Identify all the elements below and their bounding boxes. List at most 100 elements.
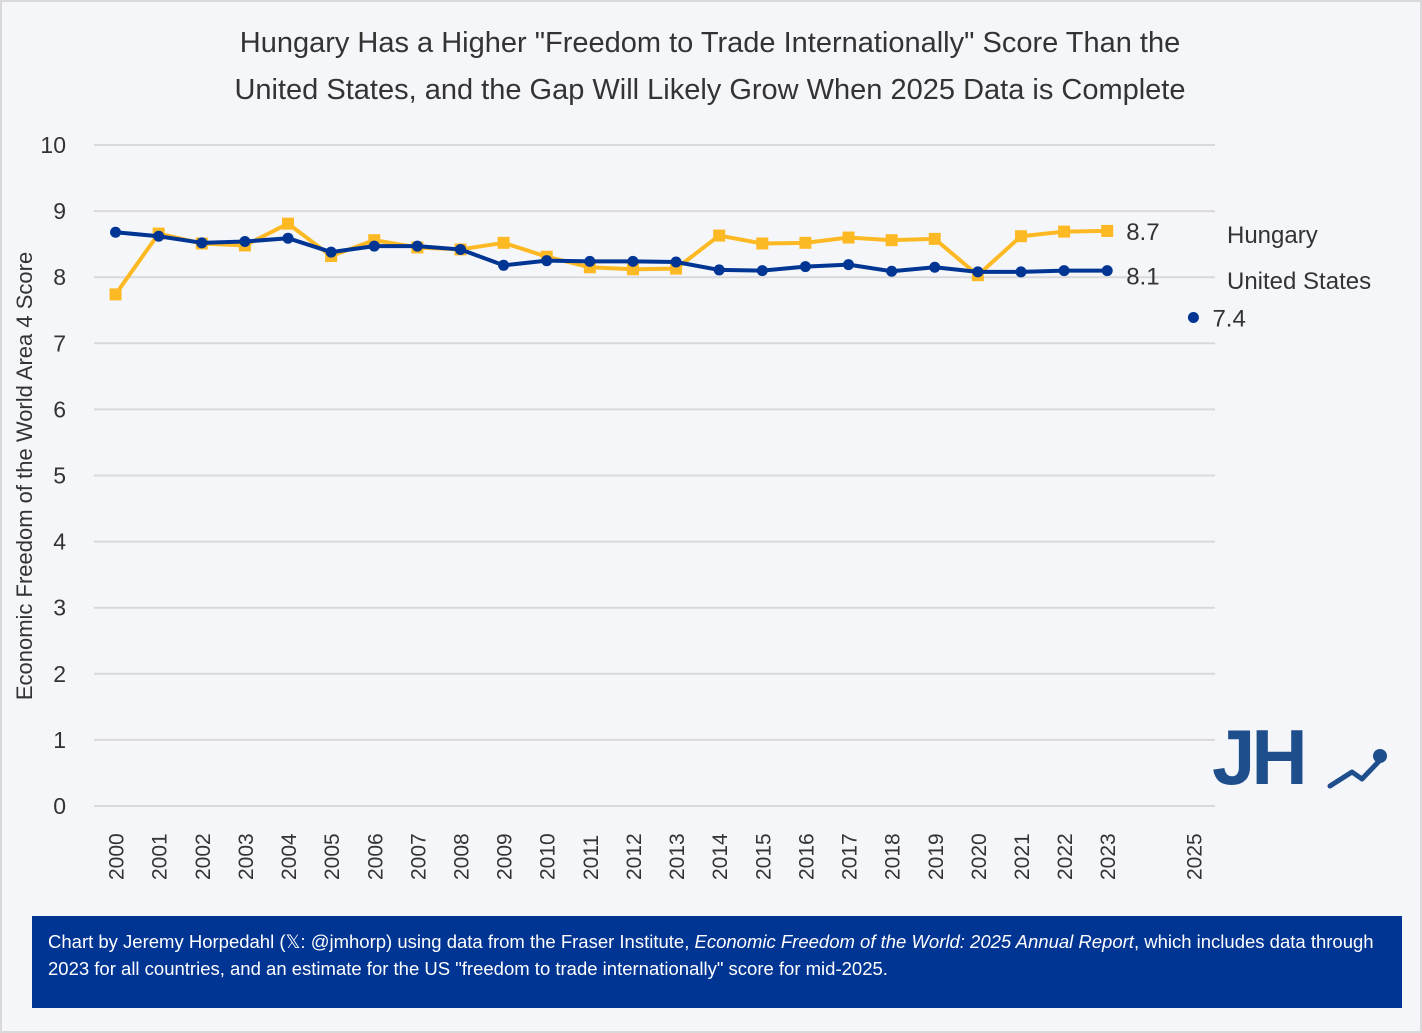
- data-point: [1058, 265, 1070, 277]
- y-axis-label: Economic Freedom of the World Area 4 Sco…: [12, 252, 37, 700]
- data-point: [282, 217, 295, 230]
- data-point: [626, 263, 639, 276]
- x-tick-label: 2006: [364, 833, 387, 880]
- x-tick-label: 2014: [709, 833, 732, 880]
- data-point: [368, 240, 380, 252]
- y-tick-label: 8: [53, 264, 66, 290]
- series-line: [115, 230, 1108, 274]
- x-tick-label: 2010: [537, 833, 560, 880]
- data-labels: 8.7 8.1 7.4: [1126, 219, 1246, 333]
- data-point: [196, 237, 208, 249]
- y-tick-label: 4: [53, 529, 66, 555]
- x-tick-label: 2009: [494, 833, 517, 880]
- y-tick-label: 6: [53, 396, 66, 422]
- source-note-report-title: Economic Freedom of the World: 2025 Annu…: [694, 931, 1134, 952]
- data-point: [1014, 230, 1027, 243]
- data-point: [799, 261, 811, 273]
- data-point: [670, 256, 682, 268]
- x-tick-label: 2007: [407, 833, 430, 880]
- data-point: [497, 236, 510, 249]
- series-line: [113, 221, 1108, 296]
- x-tick-label: 2001: [149, 833, 172, 880]
- data-point: [411, 240, 423, 252]
- y-axis-ticks: 0 1 2 3 4 5 6 7 8 9 10: [40, 132, 66, 819]
- y-tick-label: 0: [53, 793, 66, 819]
- x-tick-label: 2003: [235, 833, 258, 880]
- x-tick-label: 2012: [623, 833, 646, 880]
- data-point: [886, 265, 898, 277]
- y-tick-label: 10: [40, 132, 66, 158]
- series-united-states-2025-estimate: [1187, 312, 1199, 324]
- data-label: 8.1: [1126, 264, 1159, 291]
- y-tick-label: 9: [53, 198, 66, 224]
- x-tick-label: 2000: [106, 833, 129, 880]
- trend-line-icon: [1327, 749, 1387, 789]
- logo: JH: [1212, 713, 1387, 801]
- source-note-text-2: , which includes data through 2023 for a…: [48, 931, 1374, 979]
- data-point: [239, 236, 251, 248]
- x-tick-label: 2025: [1183, 833, 1206, 880]
- data-point: [1015, 266, 1027, 278]
- data-point: [282, 232, 294, 244]
- x-tick-label: 2005: [321, 833, 344, 880]
- y-tick-label: 7: [53, 330, 66, 356]
- data-point: [843, 259, 855, 271]
- legend: Hungary United States: [1227, 222, 1371, 295]
- source-note: Chart by Jeremy Horpedahl (𝕏: @jmhorp) u…: [32, 916, 1402, 1008]
- data-point: [325, 246, 337, 258]
- data-point: [756, 237, 769, 250]
- data-point: [799, 236, 812, 249]
- data-point: [1101, 265, 1113, 277]
- y-tick-label: 5: [53, 463, 66, 489]
- data-point: [110, 226, 122, 238]
- series-group: [109, 217, 1199, 324]
- x-tick-label: 2018: [882, 833, 905, 880]
- data-point: [928, 232, 941, 245]
- y-tick-label: 1: [53, 727, 66, 753]
- chart-title: Hungary Has a Higher "Freedom to Trade I…: [60, 20, 1360, 114]
- data-point: [498, 259, 510, 271]
- x-tick-label: 2015: [752, 833, 775, 880]
- x-tick-label: 2023: [1097, 833, 1120, 880]
- logo-text: JH: [1212, 713, 1304, 801]
- data-point: [972, 266, 984, 278]
- data-point: [842, 231, 855, 244]
- data-point: [929, 261, 941, 273]
- data-label: 7.4: [1212, 306, 1245, 333]
- y-tick-label: 2: [53, 661, 66, 687]
- x-tick-label: 2019: [925, 833, 948, 880]
- legend-hungary: Hungary: [1227, 222, 1318, 249]
- gridlines: [94, 144, 1215, 807]
- x-tick-label: 2008: [450, 833, 473, 880]
- x-tick-label: 2004: [278, 833, 301, 880]
- chart-title-line-1: Hungary Has a Higher "Freedom to Trade I…: [239, 27, 1181, 59]
- x-tick-label: 2016: [795, 833, 818, 880]
- data-point: [713, 229, 726, 242]
- x-tick-label: 2011: [580, 835, 603, 880]
- data-point: [756, 265, 768, 277]
- data-point: [1058, 225, 1071, 238]
- data-point: [627, 255, 639, 267]
- x-tick-label: 2021: [1011, 833, 1034, 880]
- source-note-text-1: Chart by Jeremy Horpedahl (𝕏: @jmhorp) u…: [48, 931, 695, 952]
- x-axis-ticks: 2000 2001 2002 2003 2004 2005 2006 2007 2008 2009…: [106, 833, 1207, 880]
- data-label: 8.7: [1126, 219, 1159, 246]
- x-tick-label: 2002: [192, 833, 215, 880]
- data-point: [541, 255, 553, 267]
- x-tick-label: 2020: [968, 833, 991, 880]
- series-united-states: [110, 226, 1113, 278]
- legend-united-states: United States: [1227, 268, 1371, 295]
- data-point: [153, 230, 165, 242]
- x-tick-label: 2022: [1054, 833, 1077, 880]
- chart-title-line-2: United States, and the Gap Will Likely G…: [234, 74, 1186, 106]
- y-tick-label: 3: [53, 595, 66, 621]
- x-tick-label: 2017: [839, 833, 862, 880]
- data-point: [109, 288, 122, 301]
- data-point: [1101, 224, 1114, 237]
- data-point: [584, 255, 596, 267]
- data-point: [713, 264, 725, 276]
- data-point: [885, 234, 898, 247]
- data-point: [454, 243, 466, 255]
